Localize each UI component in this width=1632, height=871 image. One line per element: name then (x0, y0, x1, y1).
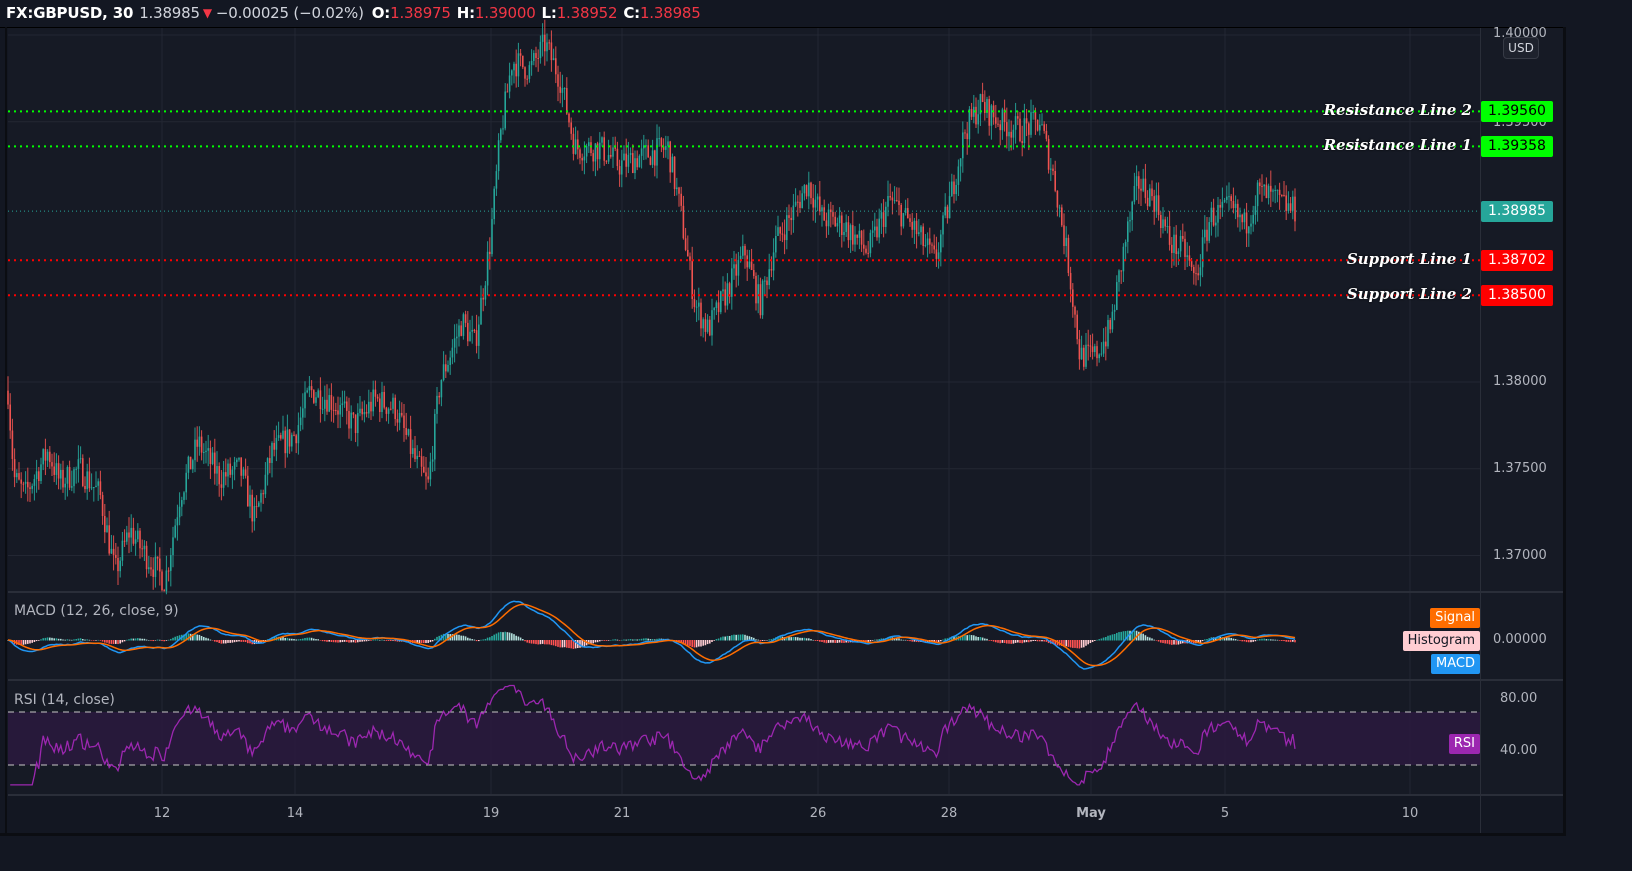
close-value: 1.38985 (639, 4, 701, 22)
time-tick: 26 (809, 806, 827, 821)
resistance-line-1-price: 1.39358 (1481, 136, 1553, 157)
rsi-axis[interactable] (1481, 681, 1563, 794)
time-tick: 28 (940, 806, 958, 821)
time-tick: 14 (286, 806, 304, 821)
low-value: 1.38952 (556, 4, 618, 22)
bottom-border (0, 833, 1566, 836)
open-label: O: (371, 4, 391, 22)
rsi-legend: RSI (1448, 734, 1480, 754)
price-change: −0.00025 (−0.02%) (215, 4, 364, 22)
support-line-1-price: 1.38702 (1481, 250, 1553, 271)
time-tick: 19 (482, 806, 500, 821)
support-line-1-label[interactable]: Support Line 1 (1346, 250, 1472, 268)
price-tick: 1.38000 (1493, 374, 1547, 389)
last-price: 1.38985 (139, 4, 200, 22)
price-tick: 1.37000 (1493, 548, 1547, 563)
high-label: H: (456, 4, 475, 22)
right-border (1563, 27, 1566, 835)
high-value: 1.39000 (474, 4, 536, 22)
current-price-badge: 1.38985 (1481, 201, 1553, 222)
time-tick: 12 (153, 806, 171, 821)
macd-histogram-legend: Histogram (1402, 631, 1480, 651)
macd-axis-tick: 0.00000 (1493, 632, 1547, 647)
macd-axis[interactable] (1481, 593, 1563, 679)
time-tick: 10 (1401, 806, 1419, 821)
left-border (5, 27, 7, 835)
macd-line-legend: MACD (1431, 654, 1480, 674)
macd-signal-legend: Signal (1430, 608, 1480, 628)
close-label: C: (623, 4, 640, 22)
price-tick: 1.37500 (1493, 461, 1547, 476)
time-tick: 21 (613, 806, 631, 821)
time-axis[interactable] (8, 796, 1480, 833)
currency-button[interactable]: USD (1503, 37, 1539, 59)
resistance-line-2-label[interactable]: Resistance Line 2 (1323, 101, 1472, 119)
low-label: L: (541, 4, 557, 22)
resistance-line-2-price: 1.39560 (1481, 101, 1553, 122)
support-line-2-price: 1.38500 (1481, 285, 1553, 306)
resistance-line-1-label[interactable]: Resistance Line 1 (1323, 136, 1472, 154)
rsi-title[interactable]: RSI (14, close) (14, 692, 115, 708)
triangle-down-icon: ▼ (202, 6, 212, 20)
time-tick: May (1076, 806, 1106, 821)
header-divider (0, 27, 1565, 28)
time-tick: 5 (1220, 806, 1230, 821)
symbol-name[interactable]: FX:GBPUSD, 30 (6, 4, 134, 22)
support-line-2-label[interactable]: Support Line 2 (1346, 285, 1472, 303)
open-value: 1.38975 (390, 4, 451, 22)
macd-title[interactable]: MACD (12, 26, close, 9) (14, 603, 179, 619)
rsi-axis-tick: 40.00 (1500, 743, 1538, 758)
symbol-header: FX:GBPUSD, 30 1.38985 ▼ −0.00025 (−0.02%… (6, 2, 707, 24)
rsi-axis-tick: 80.00 (1500, 691, 1538, 706)
